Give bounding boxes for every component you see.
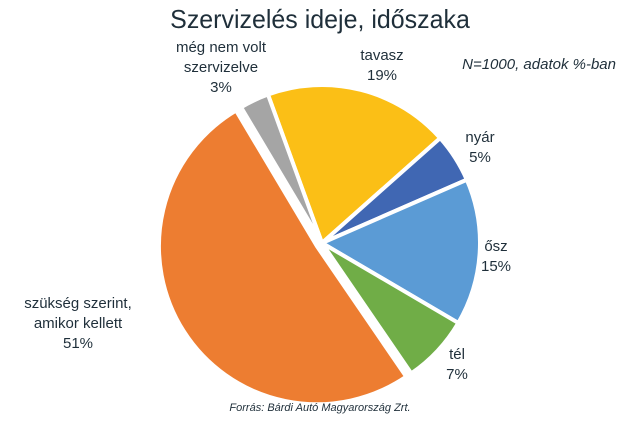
sample-note: N=1000, adatok %-ban <box>462 56 616 73</box>
slice-name-label: még nem volt <box>176 39 267 56</box>
slice-label: tavasz 19% <box>360 47 403 84</box>
slice-label: ősz 15% <box>481 238 511 275</box>
slice-name-label: tél <box>449 346 465 363</box>
slice-name-label: tavasz <box>360 47 403 64</box>
slice-name-label: szükség szerint, <box>24 295 132 312</box>
slice-name-label: amikor kellett <box>34 315 123 332</box>
source-note: Forrás: Bárdi Autó Magyarország Zrt. <box>229 402 411 414</box>
slice-name-label: ősz <box>484 238 507 255</box>
pie-slice <box>265 83 443 245</box>
slice-label: még nem volt szervizelve 3% <box>176 39 267 96</box>
slice-label: nyár 5% <box>465 129 494 166</box>
chart-title: Szervizelés ideje, időszaka <box>170 4 470 34</box>
slice-value-label: 19% <box>367 67 397 84</box>
slice-value-label: 5% <box>469 149 491 166</box>
pie-slice <box>320 177 482 325</box>
slice-name-label: nyár <box>465 129 494 146</box>
slice-name-label: szervizelve <box>184 59 258 76</box>
slice-label: szükség szerint, amikor kellett 51% <box>24 295 132 352</box>
slice-label: tél 7% <box>446 346 468 383</box>
pie-slice <box>320 241 461 376</box>
slice-value-label: 7% <box>446 366 468 383</box>
slice-value-label: 15% <box>481 258 511 275</box>
slice-value-label: 3% <box>210 79 232 96</box>
pie-slice <box>156 108 409 407</box>
pie-slice <box>239 92 324 245</box>
slice-value-label: 51% <box>63 335 93 352</box>
